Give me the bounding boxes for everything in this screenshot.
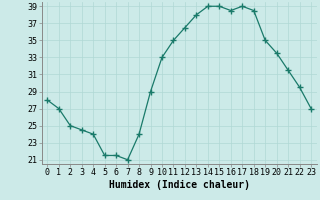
X-axis label: Humidex (Indice chaleur): Humidex (Indice chaleur)	[109, 180, 250, 190]
